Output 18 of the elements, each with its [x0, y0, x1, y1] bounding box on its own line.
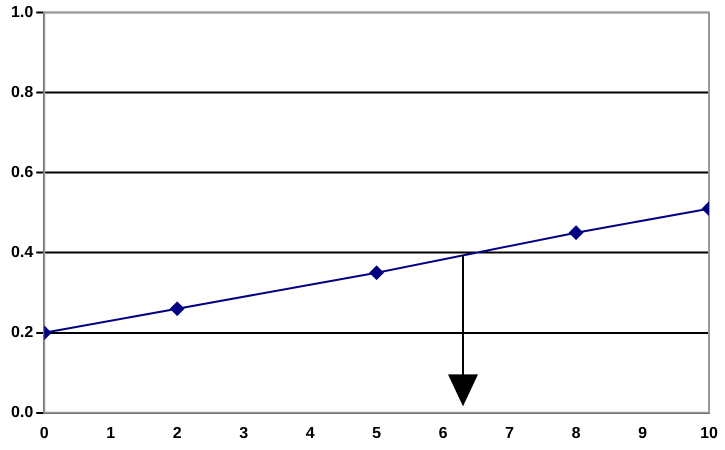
x-tick-label: 4 [306, 424, 315, 442]
x-tick-label: 5 [372, 424, 382, 442]
x-tick-label: 3 [239, 424, 248, 442]
x-tick-label: 10 [700, 424, 718, 442]
x-tick-label: 9 [638, 424, 648, 442]
y-tick-label: 0.6 [10, 164, 34, 182]
x-tick-label: 7 [505, 424, 514, 442]
y-tick-label: 0.4 [10, 244, 34, 262]
x-tick-label: 8 [572, 424, 581, 442]
point [370, 266, 384, 280]
x-tick-label: 1 [106, 424, 116, 442]
y-tick-label: 0.2 [10, 324, 34, 342]
y-tick-label: 0.0 [10, 404, 34, 422]
x-tick-label: 6 [438, 424, 448, 442]
y-tick-label: 0.8 [10, 84, 34, 102]
x-tick-label: 2 [172, 424, 182, 442]
x-tick-label: 0 [40, 424, 49, 442]
y-tick-label: 1.0 [10, 4, 34, 22]
